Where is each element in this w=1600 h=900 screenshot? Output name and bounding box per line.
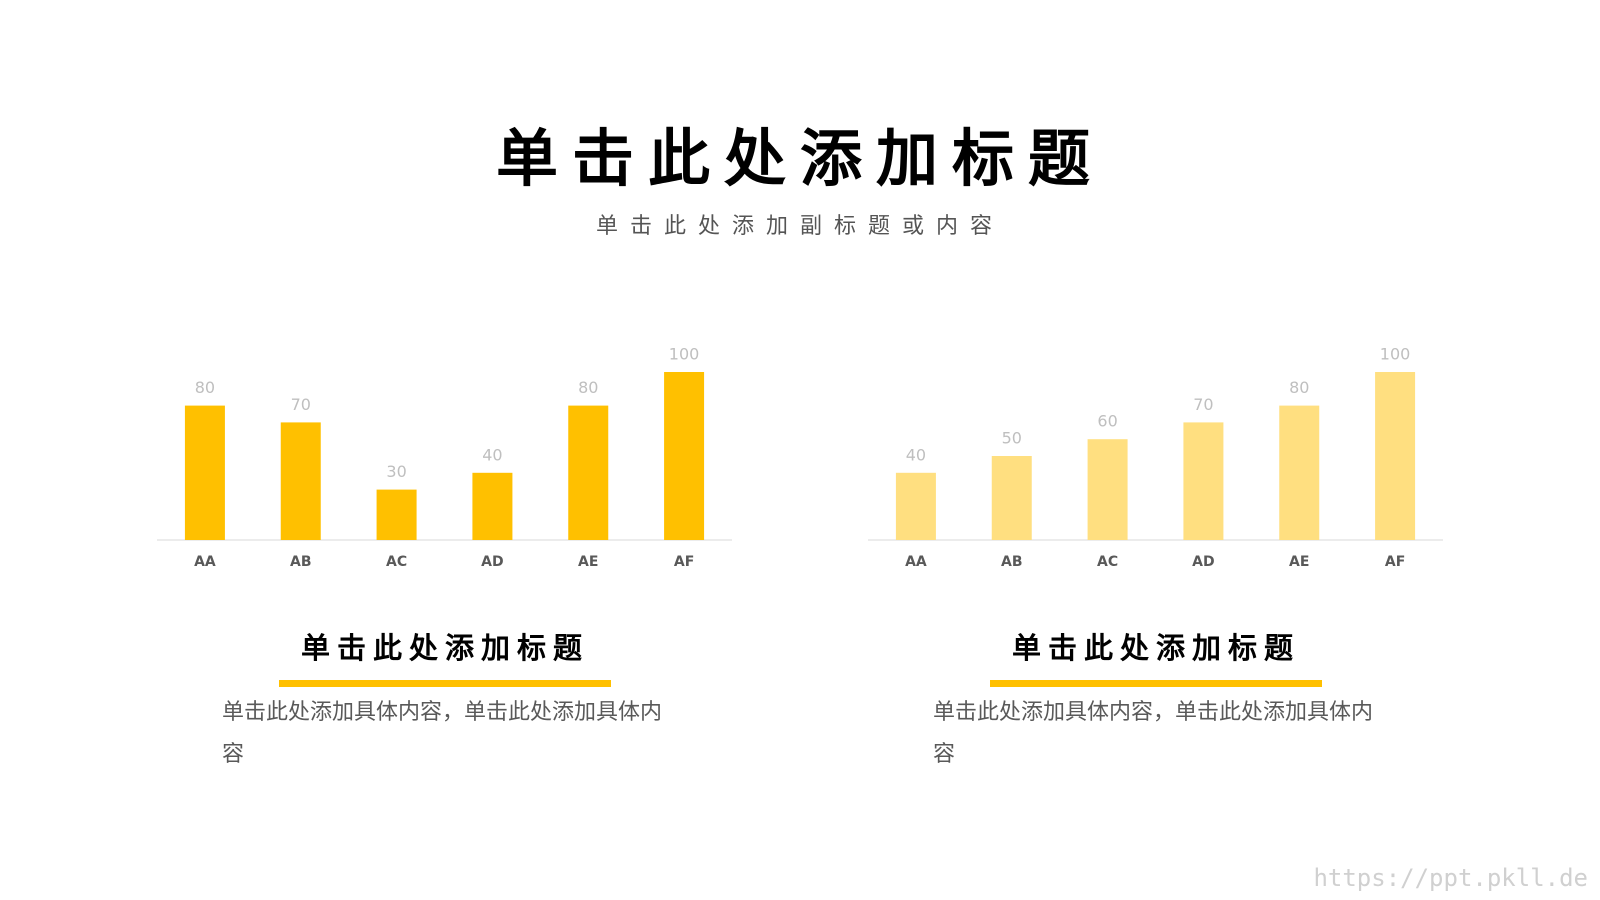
data-label: 70 [1193, 395, 1213, 414]
x-tick-label: AA [194, 554, 216, 570]
x-tick-label: AF [1385, 554, 1405, 570]
x-tick-label: AD [481, 554, 503, 570]
panel-text: 单击此处添加具体内容，单击此处添加具体内容 [222, 700, 663, 767]
bar [472, 472, 513, 540]
accent-line [279, 680, 611, 687]
data-label: 50 [1002, 429, 1022, 448]
bar [568, 405, 609, 540]
data-label: 80 [578, 378, 598, 397]
data-label: 100 [1380, 345, 1411, 364]
x-tick-label: AC [386, 554, 407, 570]
panel-title: 单击此处添加标题 [300, 631, 589, 665]
x-tick-label: AE [578, 554, 598, 570]
bar [991, 456, 1032, 540]
bar [1183, 422, 1224, 540]
data-label: 100 [669, 345, 700, 364]
slide-subtitle: 单击此处添加副标题或内容 [595, 214, 1004, 239]
accent-line [990, 680, 1322, 687]
data-label: 40 [482, 445, 502, 464]
data-label: 80 [195, 378, 215, 397]
bar [664, 372, 705, 540]
data-label: 60 [1097, 412, 1117, 431]
x-tick-label: AB [1001, 554, 1023, 570]
bar [184, 405, 225, 540]
bar [1279, 405, 1320, 540]
data-label: 80 [1289, 378, 1309, 397]
bar [895, 472, 936, 540]
panel-title: 单击此处添加标题 [1011, 631, 1300, 665]
bar [280, 422, 321, 540]
slide-title: 单击此处添加标题 [495, 122, 1104, 195]
x-tick-label: AC [1097, 554, 1118, 570]
x-tick-label: AA [905, 554, 927, 570]
x-tick-label: AB [290, 554, 312, 570]
bar [1375, 372, 1416, 540]
x-tick-label: AD [1192, 554, 1214, 570]
panel-text: 单击此处添加具体内容，单击此处添加具体内容 [933, 700, 1374, 767]
watermark: https://ppt.pkll.de [1313, 864, 1588, 892]
bar [1087, 439, 1128, 540]
bar [376, 489, 417, 540]
x-tick-label: AE [1289, 554, 1309, 570]
data-label: 30 [386, 462, 406, 481]
x-tick-label: AF [674, 554, 694, 570]
data-label: 70 [291, 395, 311, 414]
data-label: 40 [906, 445, 926, 464]
